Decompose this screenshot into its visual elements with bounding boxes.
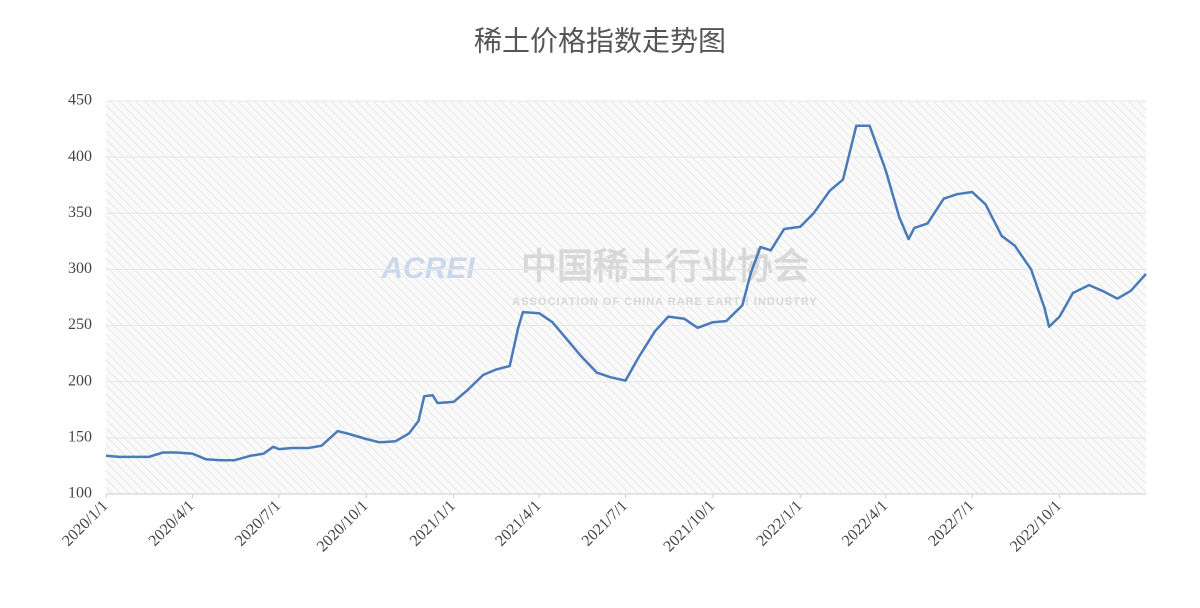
watermark: 中国稀土行业协会: [521, 246, 809, 286]
x-tick-label: 2022/10/1: [1007, 497, 1065, 555]
price-line: [105, 124, 1147, 462]
x-tick-label: 2020/7/1: [232, 497, 284, 549]
y-tick-label: 150: [68, 429, 92, 446]
chart-title: 稀土价格指数走势图: [474, 25, 726, 57]
y-tick-label: 450: [68, 92, 92, 109]
watermark: ASSOCIATION OF CHINA RARE EARTH INDUSTRY: [512, 296, 817, 308]
x-tick-label: 2022/7/1: [925, 497, 977, 549]
y-tick-label: 200: [68, 372, 92, 389]
x-tick-label: 2020/4/1: [146, 497, 198, 549]
y-tick-label: 350: [68, 204, 92, 221]
y-tick-label: 400: [68, 148, 92, 165]
x-tick-label: 2022/4/1: [839, 497, 891, 549]
y-tick-label: 250: [68, 316, 92, 333]
x-tick-label: 2021/10/1: [660, 497, 718, 555]
x-tick-label: 2021/4/1: [492, 497, 544, 549]
plot-area: [106, 101, 1146, 494]
x-tick-label: 2021/7/1: [579, 497, 631, 549]
x-tick-label: 2021/1/1: [407, 497, 459, 549]
x-tick-label: 2020/10/1: [314, 497, 372, 555]
x-tick-label: 2022/1/1: [753, 497, 805, 549]
watermark: ACREI: [380, 252, 475, 285]
x-tick-label: 2020/1/1: [59, 497, 111, 549]
y-tick-label: 300: [68, 260, 92, 277]
y-tick-label: 100: [68, 485, 92, 502]
